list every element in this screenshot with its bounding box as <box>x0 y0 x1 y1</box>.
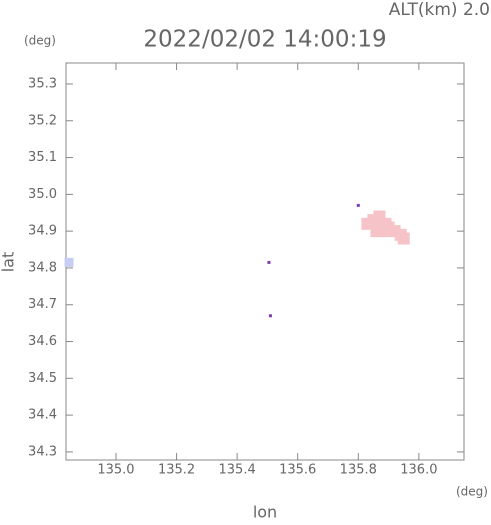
x-tick-label: 136.0 <box>400 463 437 478</box>
y-tick-label: 35.1 <box>28 150 57 165</box>
y-unit: (deg) <box>24 34 56 48</box>
y-tick-label: 34.7 <box>28 297 57 312</box>
echo-cell <box>356 203 360 207</box>
x-unit: (deg) <box>456 485 488 499</box>
x-tick-label: 135.8 <box>340 463 377 478</box>
x-axis-label: lon <box>253 503 277 522</box>
chart-title: 2022/02/02 14:00:19 <box>143 27 386 53</box>
x-tick-label: 135.0 <box>97 463 134 478</box>
x-tick-label: 135.6 <box>279 463 316 478</box>
y-tick-label: 34.8 <box>28 260 57 275</box>
y-tick-label: 35.3 <box>28 76 57 91</box>
echo-cell <box>376 225 389 238</box>
y-tick-label: 34.4 <box>28 408 57 423</box>
y-tick-label: 35.0 <box>28 187 57 202</box>
x-tick-label: 135.4 <box>219 463 256 478</box>
y-tick-label: 34.3 <box>28 444 57 459</box>
y-tick-label: 34.9 <box>28 224 57 239</box>
y-tick-label: 34.6 <box>28 334 57 349</box>
y-axis-label: lat <box>0 252 18 273</box>
echo-cell <box>267 260 271 264</box>
echo-cell <box>397 232 410 245</box>
altitude: ALT(km) 2.0 <box>389 0 490 20</box>
y-tick-label: 35.2 <box>28 113 57 128</box>
y-tick-label: 34.5 <box>28 371 57 386</box>
plot-frame <box>65 62 465 461</box>
x-tick-label: 135.2 <box>158 463 195 478</box>
echo-cell <box>268 314 272 318</box>
echo-cell <box>64 257 74 267</box>
